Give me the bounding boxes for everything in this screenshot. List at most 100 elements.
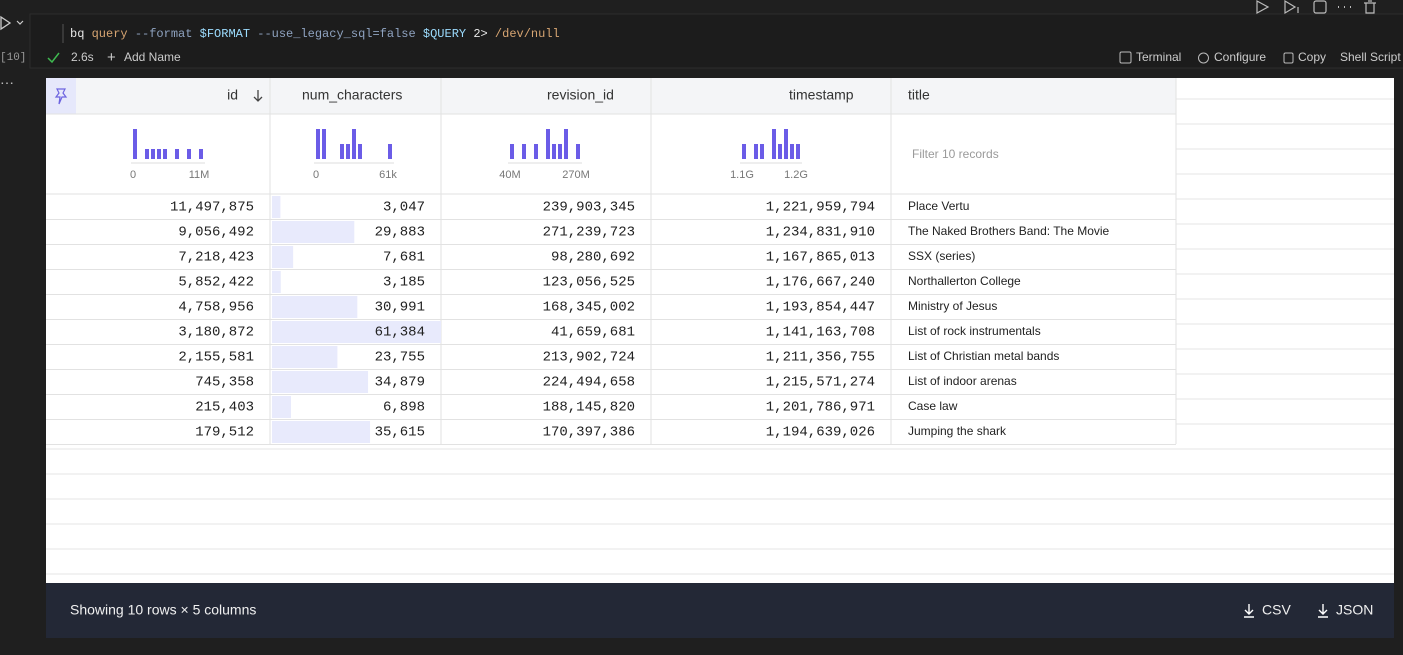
pin-cell[interactable] <box>46 78 76 114</box>
histogram-bar <box>163 149 167 159</box>
histogram-bar <box>784 129 788 159</box>
cell: 1,221,959,794 <box>766 200 875 216</box>
cell: 6,898 <box>383 400 425 416</box>
cell: 1,193,854,447 <box>766 300 875 316</box>
cell: 1,176,667,240 <box>766 275 875 291</box>
cell: 215,403 <box>195 400 254 416</box>
configure-icon <box>1198 52 1209 64</box>
code-token: query <box>92 27 135 41</box>
delete-icon[interactable] <box>1364 0 1376 14</box>
cell: 1,234,831,910 <box>766 225 875 241</box>
cell: Northallerton College <box>908 274 1021 288</box>
histogram-bar <box>564 129 568 159</box>
cell: 188,145,820 <box>543 400 635 416</box>
cell: 98,280,692 <box>551 250 635 266</box>
cell: 1,194,639,026 <box>766 425 875 441</box>
add-icon[interactable]: + <box>107 49 116 66</box>
histogram-bar <box>772 129 776 159</box>
cell: 35,615 <box>375 425 425 441</box>
histogram-bar <box>534 144 538 159</box>
histogram-bar <box>346 144 350 159</box>
histogram-max: 270M <box>562 169 590 181</box>
table <box>46 78 1176 444</box>
terminal-action[interactable]: Terminal <box>1136 50 1181 64</box>
histogram-bar <box>760 144 764 159</box>
histogram-bar <box>742 144 746 159</box>
histogram-min: 40M <box>499 169 520 181</box>
histogram-max: 11M <box>189 169 210 181</box>
csv-download[interactable]: CSV <box>1262 602 1291 618</box>
cell: 29,883 <box>375 225 425 241</box>
cell: 41,659,681 <box>551 325 635 341</box>
cell: 61,384 <box>375 325 425 341</box>
cell: 7,218,423 <box>178 250 254 266</box>
cell: 271,239,723 <box>543 225 635 241</box>
histogram-bar <box>352 129 356 159</box>
run-above-icon[interactable] <box>1256 0 1270 15</box>
pin-icon[interactable] <box>54 88 68 105</box>
histogram-min: 0 <box>130 169 136 181</box>
histogram-bar <box>510 144 514 159</box>
histogram-min: 1.1G <box>730 169 754 181</box>
cell: 3,047 <box>383 200 425 216</box>
histogram-bar <box>552 144 556 159</box>
terminal-icon <box>1119 51 1132 64</box>
cell: 23,755 <box>375 350 425 366</box>
cell: Case law <box>908 399 958 413</box>
download-icon <box>1318 604 1328 618</box>
cell: 1,141,163,708 <box>766 325 875 341</box>
execution-count: [10] <box>0 52 26 64</box>
histogram-bar <box>778 144 782 159</box>
histogram-bar <box>558 144 562 159</box>
cell: 11,497,875 <box>170 200 254 216</box>
cell: 1,211,356,755 <box>766 350 875 366</box>
column-header[interactable]: title <box>908 87 930 103</box>
column-header[interactable]: id <box>227 87 238 103</box>
histogram-max: 61k <box>379 169 397 181</box>
histogram-bar <box>340 144 344 159</box>
column-header[interactable]: num_characters <box>302 87 402 103</box>
histogram-bar <box>388 144 392 159</box>
column-header[interactable]: timestamp <box>789 87 854 103</box>
add-name[interactable]: Add Name <box>124 50 181 64</box>
run-below-icon[interactable] <box>1284 0 1299 15</box>
cell: 170,397,386 <box>543 425 635 441</box>
data-bar <box>272 221 355 243</box>
histogram-bar <box>187 149 191 159</box>
data-bar <box>272 246 294 268</box>
code-line[interactable]: bq query --format $FORMAT --use_legacy_s… <box>70 27 560 41</box>
column-header[interactable]: revision_id <box>547 87 614 103</box>
data-bar <box>272 346 338 368</box>
run-button[interactable] <box>0 15 12 31</box>
split-icon[interactable] <box>1313 0 1327 14</box>
configure-action[interactable]: Configure <box>1214 50 1266 64</box>
histogram-bar <box>358 144 362 159</box>
table-grid: id num_characters revision_id timestamp titl… <box>46 78 1177 445</box>
sort-icon <box>253 90 263 102</box>
json-download[interactable]: JSON <box>1336 602 1373 618</box>
data-bar <box>272 271 281 293</box>
histogram-bar <box>133 129 137 159</box>
code-token: $FORMAT <box>200 27 258 41</box>
cell: 179,512 <box>195 425 254 441</box>
cell: The Naked Brothers Band: The Movie <box>908 224 1110 238</box>
cell: List of Christian metal bands <box>908 349 1059 363</box>
cell: 123,056,525 <box>543 275 635 291</box>
histogram-bar <box>151 149 155 159</box>
cell: 7,681 <box>383 250 425 266</box>
data-bar <box>272 321 441 343</box>
run-menu[interactable] <box>16 20 24 25</box>
header-row <box>46 78 1176 114</box>
filter-input[interactable]: Filter 10 records <box>912 147 999 161</box>
copy-icon <box>1283 52 1294 64</box>
language-action[interactable]: Shell Script <box>1340 50 1401 64</box>
histogram-bar <box>754 144 758 159</box>
cell-editor <box>29 13 1403 69</box>
cell: 239,903,345 <box>543 200 635 216</box>
more-icon[interactable]: ⋯ <box>0 75 14 91</box>
histogram-bar <box>145 149 149 159</box>
data-bar <box>272 396 291 418</box>
copy-action[interactable]: Copy <box>1298 50 1326 64</box>
